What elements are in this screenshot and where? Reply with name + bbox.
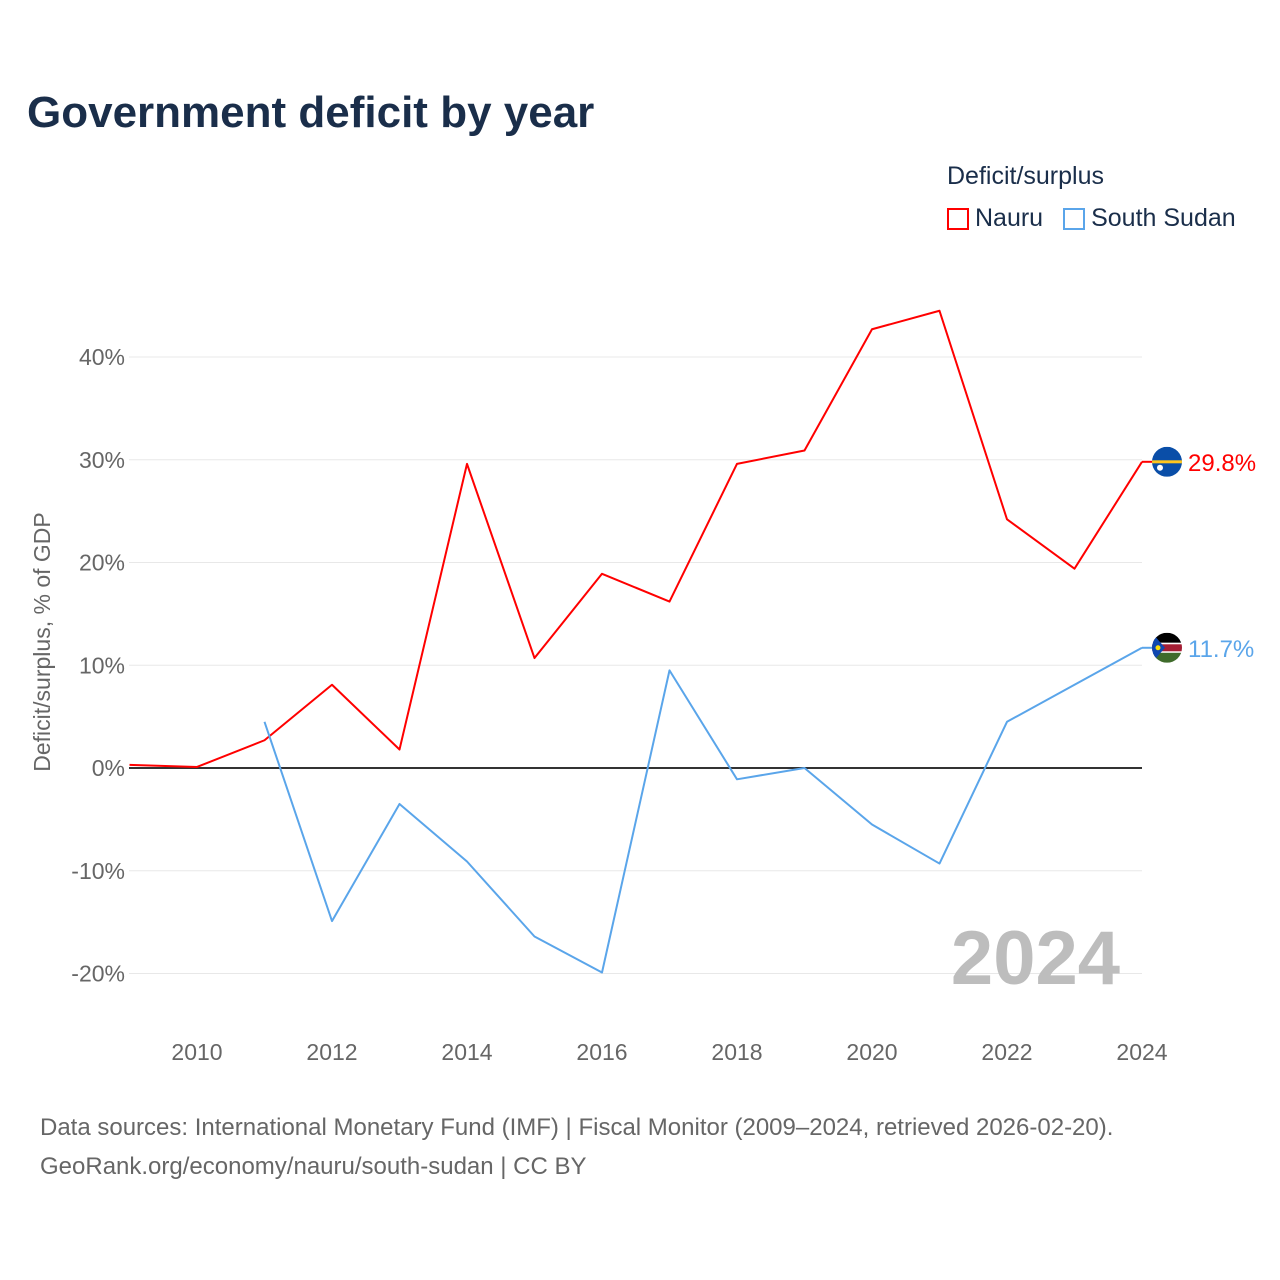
x-tick-label: 2012 — [306, 1039, 357, 1065]
legend: Nauru South Sudan — [947, 204, 1236, 233]
end-value-label: 11.7% — [1188, 636, 1254, 663]
x-tick-label: 2010 — [171, 1039, 222, 1065]
legend-item-south-sudan[interactable]: South Sudan — [1063, 204, 1236, 233]
y-axis-label: Deficit/surplus, % of GDP — [29, 512, 55, 771]
x-tick-label: 2020 — [846, 1039, 897, 1065]
y-tick-label: 40% — [79, 344, 125, 370]
legend-title: Deficit/surplus — [947, 162, 1104, 190]
y-tick-label: 10% — [79, 652, 125, 678]
chart-title: Government deficit by year — [27, 88, 595, 137]
legend-label: South Sudan — [1091, 204, 1236, 232]
series-line-south-sudan — [263, 646, 1143, 974]
y-tick-label: -20% — [71, 961, 125, 987]
footer: Data sources: International Monetary Fun… — [40, 1108, 1113, 1186]
x-tick-label: 2018 — [711, 1039, 762, 1065]
y-tick-label: 0% — [92, 755, 125, 781]
legend-item-nauru[interactable]: Nauru — [947, 204, 1043, 233]
series-line-nauru — [129, 309, 1143, 768]
end-value-label: 29.8% — [1188, 450, 1256, 477]
source-link[interactable]: GeoRank.org/economy/nauru/south-sudan | … — [40, 1153, 587, 1180]
legend-swatch-nauru — [947, 207, 969, 230]
legend-swatch-south-sudan — [1063, 207, 1086, 230]
legend-label: Nauru — [975, 204, 1044, 232]
y-tick-label: 30% — [79, 447, 125, 473]
y-tick-label: 20% — [79, 550, 125, 576]
x-tick-label: 2016 — [576, 1039, 627, 1065]
south-sudan-flag-icon — [1152, 632, 1182, 663]
nauru-flag-icon — [1152, 446, 1182, 477]
x-tick-label: 2024 — [1116, 1039, 1167, 1065]
x-tick-label: 2014 — [441, 1039, 492, 1065]
data-source: Data sources: International Monetary Fun… — [40, 1114, 1114, 1141]
year-annotation: 2024 — [951, 916, 1120, 1001]
y-tick-label: -10% — [71, 858, 125, 884]
x-tick-label: 2022 — [981, 1039, 1032, 1065]
